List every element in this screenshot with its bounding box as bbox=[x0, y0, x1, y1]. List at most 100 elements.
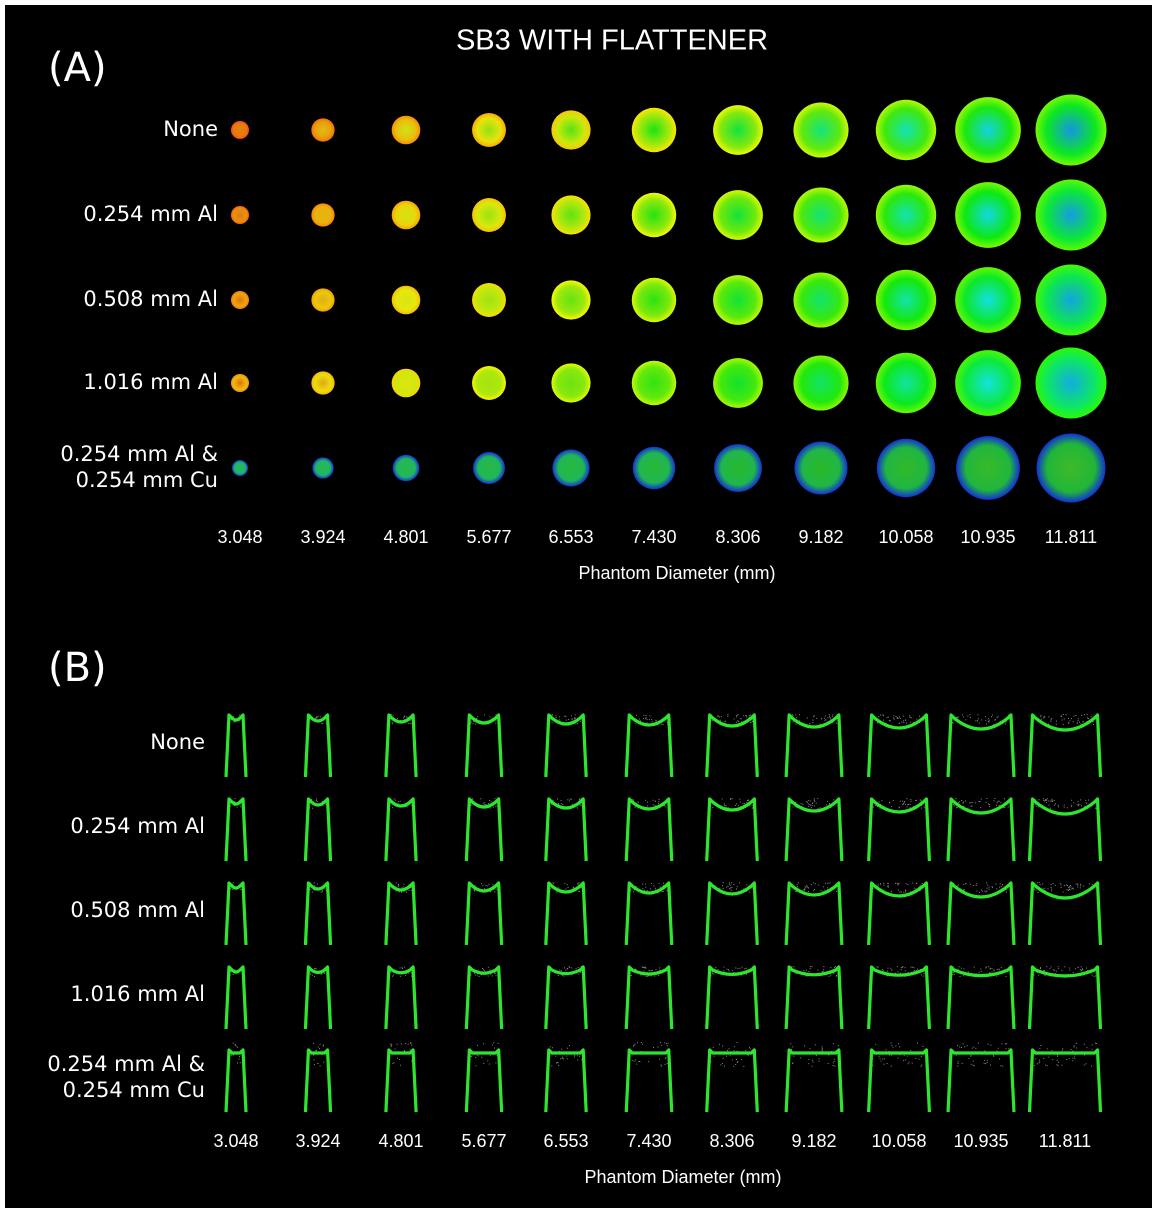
noise-dot bbox=[1067, 889, 1068, 890]
noise-dot bbox=[987, 1062, 988, 1063]
row-label: 0.254 mm Cu bbox=[63, 1078, 205, 1102]
noise-dot bbox=[478, 1055, 479, 1056]
noise-dot bbox=[550, 806, 551, 807]
noise-dot bbox=[658, 975, 659, 976]
noise-dot bbox=[403, 886, 404, 887]
noise-dot bbox=[1078, 804, 1079, 805]
noise-dot bbox=[919, 886, 920, 887]
noise-dot bbox=[553, 800, 554, 801]
noise-dot bbox=[1071, 888, 1072, 889]
noise-dot bbox=[731, 887, 732, 888]
noise-dot bbox=[980, 968, 981, 969]
noise-dot bbox=[965, 801, 966, 802]
noise-dot bbox=[877, 722, 878, 723]
noise-dot bbox=[477, 974, 478, 975]
noise-dot bbox=[978, 1043, 979, 1044]
noise-dot bbox=[490, 974, 491, 975]
noise-dot bbox=[917, 1043, 918, 1044]
noise-dot bbox=[564, 716, 565, 717]
noise-dot bbox=[477, 1055, 478, 1056]
noise-dot bbox=[905, 720, 906, 721]
noise-dot bbox=[971, 1064, 972, 1065]
noise-dot bbox=[1078, 967, 1079, 968]
noise-dot bbox=[475, 724, 476, 725]
noise-dot bbox=[981, 889, 982, 890]
noise-dot bbox=[1048, 800, 1049, 801]
noise-dot bbox=[1046, 802, 1047, 803]
noise-dot bbox=[645, 883, 646, 884]
noise-dot bbox=[714, 1056, 715, 1057]
noise-dot bbox=[820, 890, 821, 891]
noise-dot bbox=[997, 1050, 998, 1051]
noise-dot bbox=[823, 966, 824, 967]
noise-dot bbox=[324, 973, 325, 974]
noise-dot bbox=[635, 807, 636, 808]
noise-dot bbox=[1048, 1057, 1049, 1058]
noise-dot bbox=[817, 808, 818, 809]
noise-dot bbox=[990, 968, 991, 969]
noise-dot bbox=[316, 717, 317, 718]
noise-dot bbox=[828, 1055, 829, 1056]
noise-dot bbox=[1004, 798, 1005, 799]
noise-dot bbox=[1043, 800, 1044, 801]
noise-dot bbox=[1051, 1050, 1052, 1051]
noise-dot bbox=[551, 804, 552, 805]
noise-dot bbox=[484, 804, 485, 805]
noise-dot bbox=[726, 887, 727, 888]
noise-dot bbox=[317, 801, 318, 802]
noise-dot bbox=[719, 1044, 720, 1045]
noise-dot bbox=[655, 805, 656, 806]
noise-dot bbox=[471, 805, 472, 806]
noise-dot bbox=[660, 1042, 661, 1043]
noise-dot bbox=[575, 714, 576, 715]
noise-dot bbox=[793, 1056, 794, 1057]
noise-dot bbox=[659, 799, 660, 800]
noise-dot bbox=[634, 1061, 635, 1062]
noise-dot bbox=[1057, 1064, 1058, 1065]
noise-dot bbox=[1072, 888, 1073, 889]
phantom-image bbox=[472, 113, 506, 147]
noise-dot bbox=[813, 720, 814, 721]
noise-dot bbox=[481, 883, 482, 884]
noise-dot bbox=[1074, 1045, 1075, 1046]
noise-dot bbox=[1095, 976, 1096, 977]
noise-dot bbox=[651, 975, 652, 976]
noise-dot bbox=[322, 890, 323, 891]
noise-dot bbox=[661, 724, 662, 725]
noise-dot bbox=[813, 883, 814, 884]
noise-dot bbox=[900, 718, 901, 719]
noise-dot bbox=[236, 1046, 237, 1047]
noise-dot bbox=[905, 1059, 906, 1060]
noise-dot bbox=[318, 716, 319, 717]
noise-dot bbox=[314, 968, 315, 969]
noise-dot bbox=[878, 966, 879, 967]
noise-dot bbox=[958, 716, 959, 717]
noise-dot bbox=[475, 1057, 476, 1058]
noise-dot bbox=[911, 967, 912, 968]
noise-dot bbox=[408, 1044, 409, 1045]
noise-dot bbox=[719, 716, 720, 717]
noise-dot bbox=[986, 724, 987, 725]
noise-dot bbox=[406, 892, 407, 893]
column-label: 6.553 bbox=[543, 1131, 588, 1151]
noise-dot bbox=[578, 974, 579, 975]
noise-dot bbox=[663, 724, 664, 725]
noise-dot bbox=[556, 717, 557, 718]
column-label: 10.935 bbox=[953, 1131, 1008, 1151]
noise-dot bbox=[1061, 1065, 1062, 1066]
noise-dot bbox=[1002, 884, 1003, 885]
noise-dot bbox=[729, 888, 730, 889]
noise-dot bbox=[1043, 717, 1044, 718]
noise-dot bbox=[319, 1048, 320, 1049]
noise-dot bbox=[810, 805, 811, 806]
noise-dot bbox=[992, 887, 993, 888]
noise-dot bbox=[1091, 1049, 1092, 1050]
noise-dot bbox=[898, 972, 899, 973]
row-label: None bbox=[163, 117, 218, 141]
noise-dot bbox=[486, 885, 487, 886]
noise-dot bbox=[571, 715, 572, 716]
noise-dot bbox=[986, 882, 987, 883]
noise-dot bbox=[901, 891, 902, 892]
noise-dot bbox=[638, 802, 639, 803]
noise-dot bbox=[736, 803, 737, 804]
